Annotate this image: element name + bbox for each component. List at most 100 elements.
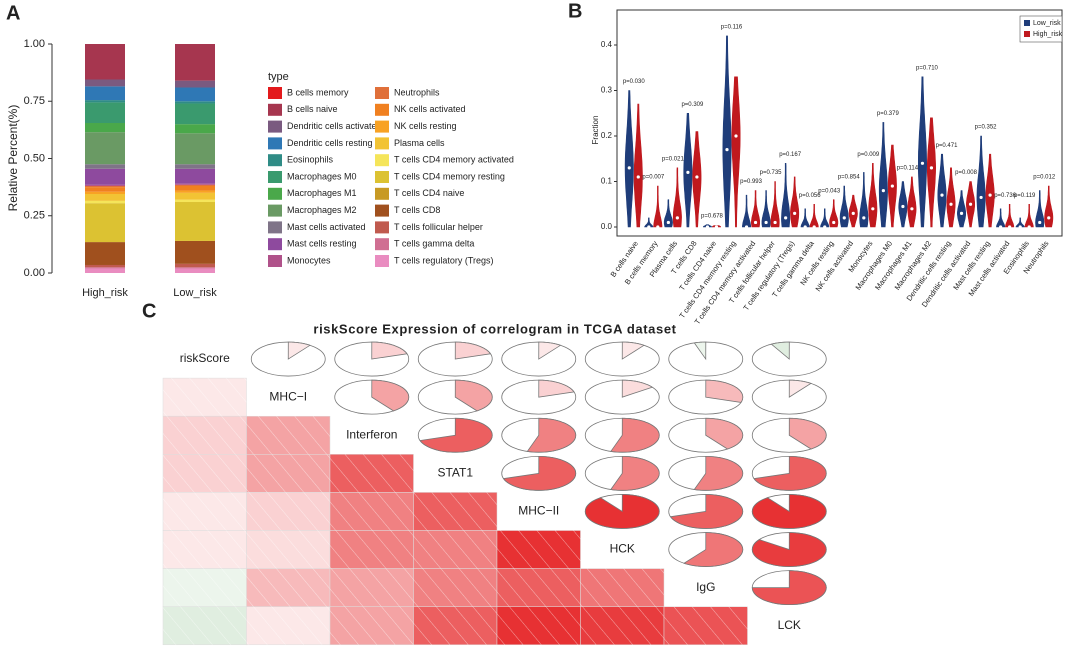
bar-segment [175,240,215,264]
variable-label: Interferon [346,427,397,441]
median-dot [764,220,768,225]
bar-segment [85,44,125,80]
hatch [413,530,497,569]
p-value: p=0.471 [936,143,959,149]
hatch [163,492,247,531]
violin [692,131,702,228]
legend-label: Mast cells activated [287,222,366,232]
y-tick-label: 0.00 [24,267,45,279]
bar-segment [175,168,215,184]
legend-swatch [375,120,389,133]
bar-segment [85,264,125,268]
p-value: p=0.116 [721,24,743,30]
pie-slice [705,417,744,450]
bar-segment [85,267,125,269]
p-value: p=0.309 [681,102,704,108]
median-dot [793,211,797,215]
legend-label: T cells CD4 memory activated [394,155,514,165]
violin [1035,190,1045,228]
bar-segment [85,132,125,165]
median-dot [968,202,973,206]
hatch [163,454,247,493]
hatch [163,568,247,607]
legend-swatch [268,87,282,99]
bar-segment [175,192,215,200]
variable-label: STAT1 [437,466,473,480]
violin [859,172,869,228]
hatch [163,606,247,645]
legend-label: T cells regulatory (Tregs) [394,255,494,265]
legend-swatch [268,221,282,234]
legend-label: Macrophages M0 [287,171,357,181]
pie-slice [751,532,827,567]
legend-label: Macrophages M1 [287,188,357,198]
median-dot [862,216,866,220]
median-dot [1018,225,1022,229]
bar-segment [85,79,125,87]
bar-segment [175,164,215,169]
median-dot [666,220,670,225]
p-value: p=0.021 [662,156,685,162]
violin [663,199,673,228]
hatch [163,378,247,417]
violin [633,103,643,228]
pie-slice [371,379,410,412]
y-tick-label: 0.25 [24,210,45,222]
hatch [246,568,330,607]
violin [781,163,791,228]
bar-segment [175,124,215,134]
median-dot [920,161,925,165]
median-dot [656,225,660,229]
median-dot [647,225,651,229]
median-dot [773,220,777,225]
violin [937,153,947,228]
bar-segment [85,184,125,186]
bar-segment [85,200,125,204]
violin [918,76,928,228]
median-dot [901,204,905,209]
violin [996,208,1006,228]
violin [750,190,760,228]
legend-title: type [268,71,289,83]
hatch [330,530,414,569]
violin [976,135,986,228]
pie-slice [753,456,827,491]
median-dot [929,166,934,170]
pie-slice [610,417,660,453]
violin [839,185,849,228]
pie-slice [454,341,492,360]
legend-swatch [375,204,389,217]
hatch [330,568,414,607]
hatch [580,568,664,607]
pie-slice [788,379,812,398]
p-value: p=0.379 [877,111,900,117]
legend-label: NK cells activated [394,104,466,114]
legend-label: T cells CD4 naive [394,188,464,198]
variable-label: riskScore [180,351,230,365]
y-tick-label: 0.0 [601,222,613,231]
median-dot [627,166,631,170]
median-dot [979,195,983,200]
bar-segment [175,184,215,186]
p-value: p=0.735 [760,170,783,176]
y-tick-label: 0.50 [24,152,45,164]
y-tick-label: 0.3 [601,86,613,95]
legend-swatch [1024,31,1030,37]
bar-segment [175,263,215,268]
y-tick-label: 0.4 [601,40,613,49]
hatch [580,606,664,645]
bar-segment [175,133,215,165]
legend-label: High_risk [1033,31,1063,38]
bar-segment [175,44,215,81]
violin [848,194,858,228]
pie-slice [584,494,660,529]
median-dot [705,225,710,229]
hatch [330,454,414,493]
violin [898,181,908,228]
legend-swatch [375,87,389,99]
median-dot [910,207,914,211]
legend-swatch [375,221,389,234]
bar-segment [175,101,215,104]
variable-label: IgG [696,580,715,594]
median-dot [695,175,699,179]
